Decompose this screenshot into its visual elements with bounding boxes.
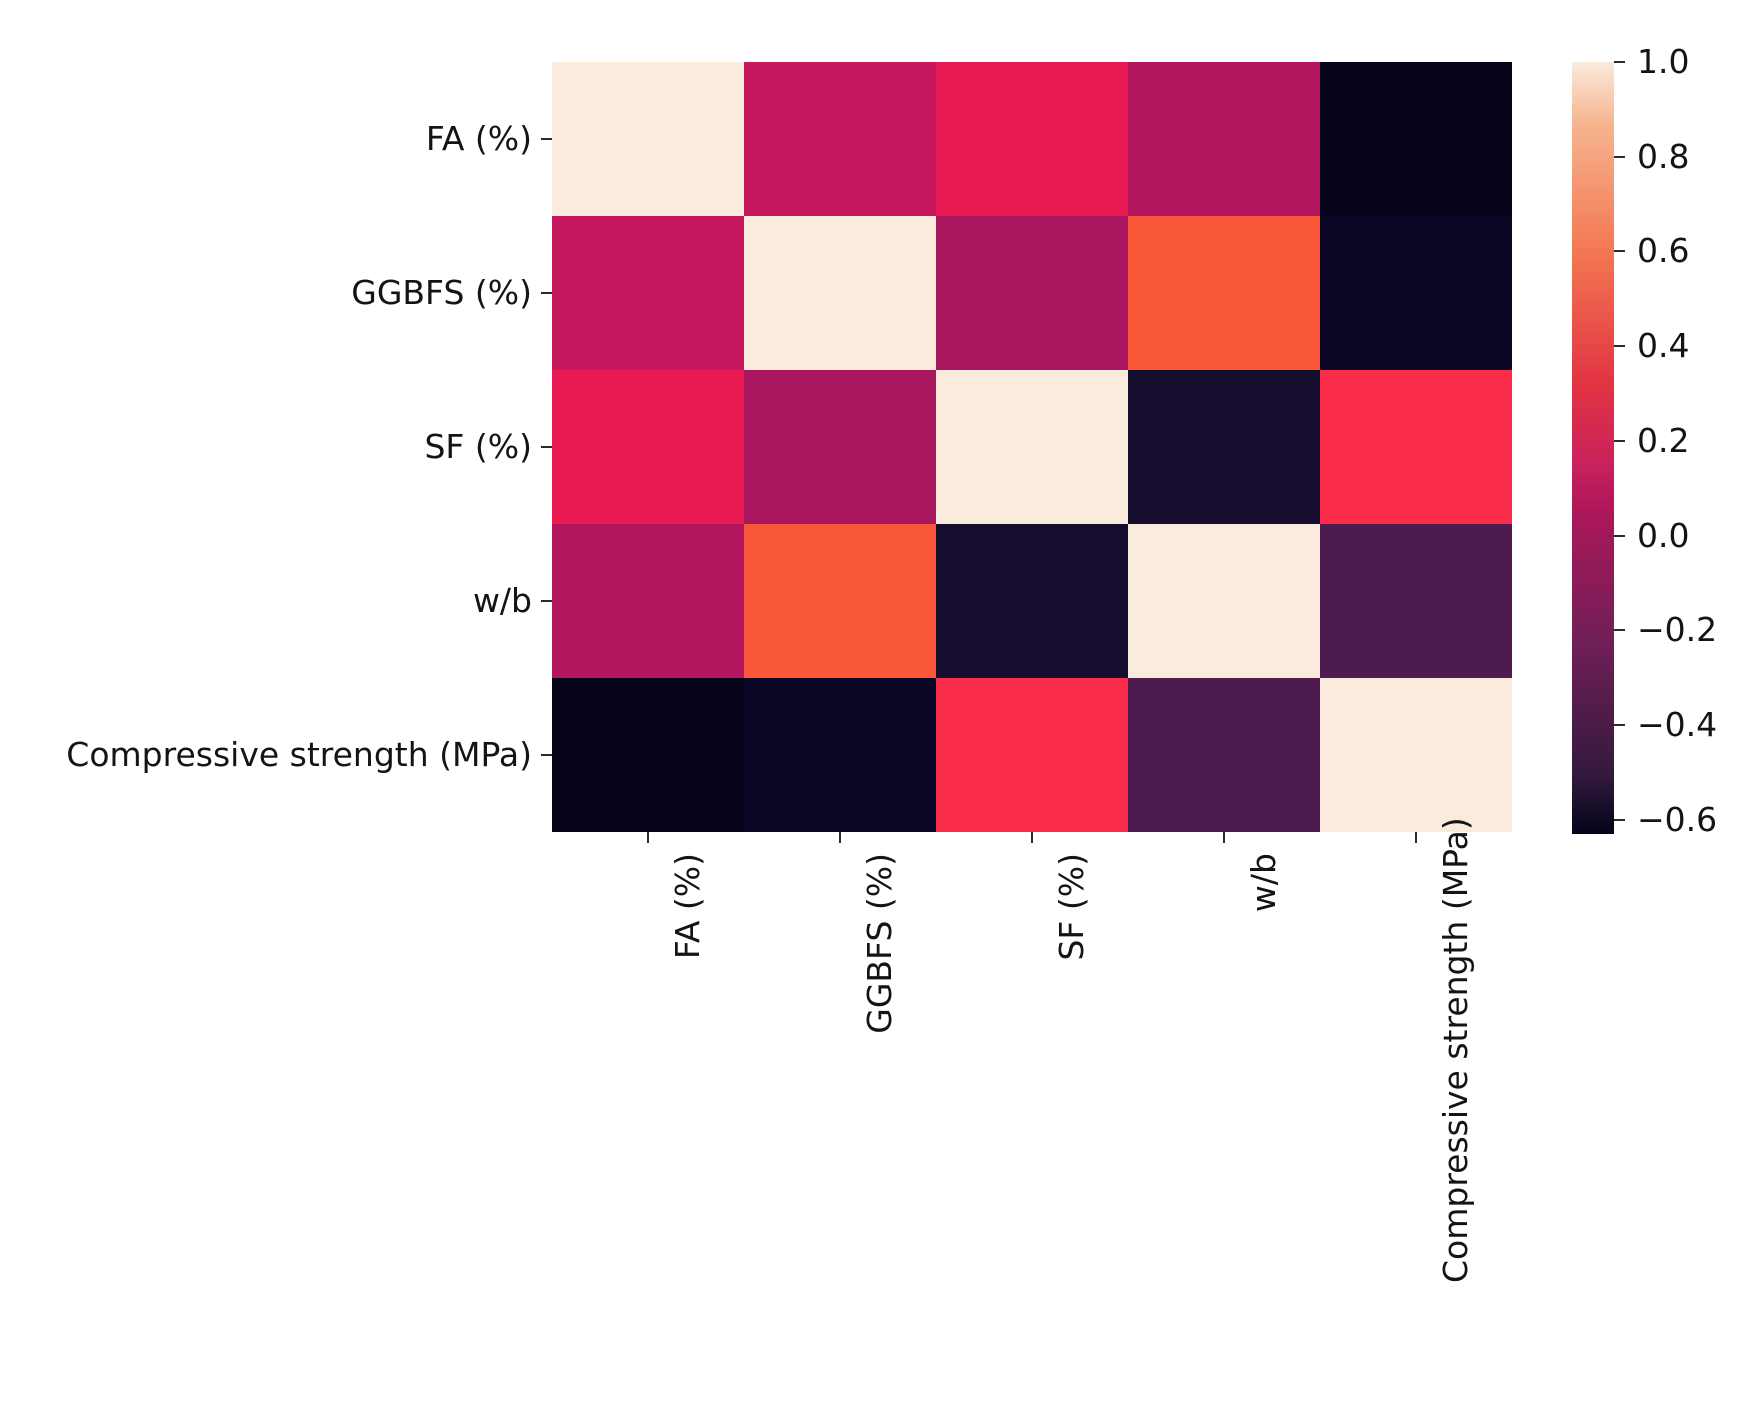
x-tick-label: SF (%) (1052, 853, 1091, 961)
x-tick-mark (1031, 832, 1033, 843)
heatmap-cell: 1 (936, 370, 1128, 524)
heatmap-cell: 0.17 (744, 62, 936, 216)
colorbar-tick-label: 0.4 (1637, 326, 1690, 366)
heatmap-cell: 0.52 (1128, 216, 1320, 370)
colorbar-tick-label: 0.0 (1637, 515, 1690, 555)
heatmap-cell: 0.17 (552, 216, 744, 370)
heatmap-cell: 0.38 (936, 678, 1128, 832)
colorbar-tick-label: −0.4 (1637, 705, 1718, 745)
heatmap-cell: -0.3 (1320, 524, 1512, 678)
y-tick-mark (541, 446, 552, 448)
colorbar-tick-mark (1614, 818, 1625, 821)
colorbar-tick-mark (1614, 345, 1625, 348)
heatmap-cell: 1 (1320, 678, 1512, 832)
x-tick-mark (1223, 832, 1225, 843)
x-tick-label: w/b (1244, 853, 1283, 913)
heatmap-cell: 1 (552, 62, 744, 216)
y-tick-mark (541, 292, 552, 294)
colorbar-tick-label: −0.2 (1637, 610, 1718, 650)
colorbar-tick-mark (1614, 724, 1625, 727)
colorbar-gradient (1572, 62, 1614, 834)
heatmap-cell: -0.3 (1128, 678, 1320, 832)
x-tick-mark (647, 832, 649, 843)
y-tick-label: FA (%) (425, 119, 532, 158)
heatmap-cell: 0.38 (1320, 370, 1512, 524)
heatmap-cell: -0.52 (936, 524, 1128, 678)
heatmap-cell: -0.52 (1128, 370, 1320, 524)
heatmap-cell: 0.04 (744, 370, 936, 524)
x-tick-mark (839, 832, 841, 843)
colorbar-tick-label: 0.6 (1637, 231, 1690, 271)
colorbar-tick-mark (1614, 250, 1625, 253)
y-tick-mark (541, 754, 552, 756)
colorbar-tick-mark (1614, 439, 1625, 442)
colorbar-tick-mark (1614, 61, 1625, 63)
colorbar-tick-mark (1614, 155, 1625, 158)
heatmap-cell: 0.3 (936, 62, 1128, 216)
y-tick-label: GGBFS (%) (351, 273, 532, 312)
heatmap-cell: -0.63 (1320, 62, 1512, 216)
x-tick-label: FA (%) (668, 853, 707, 960)
y-tick-label: Compressive strength (MPa) (66, 735, 532, 774)
colorbar-tick-label: −0.6 (1637, 799, 1718, 839)
x-tick-label: GGBFS (%) (860, 853, 899, 1034)
colorbar-tick-mark (1614, 629, 1625, 632)
colorbar-tick-label: 1.0 (1637, 42, 1690, 81)
heatmap-cell: 0.04 (936, 216, 1128, 370)
heatmap-cell: 1 (1128, 524, 1320, 678)
y-tick-mark (541, 138, 552, 140)
heatmap-cell: 0.06 (552, 524, 744, 678)
heatmap-cell: 0.3 (552, 370, 744, 524)
heatmap-cell: 0.06 (1128, 62, 1320, 216)
x-tick-label: Compressive strength (MPa) (1436, 817, 1475, 1283)
x-tick-mark (1415, 832, 1417, 843)
heatmap-cell: 0.52 (744, 524, 936, 678)
colorbar-tick-label: 0.8 (1637, 136, 1690, 176)
heatmap-cell: -0.57 (1320, 216, 1512, 370)
y-tick-mark (541, 600, 552, 602)
y-tick-label: SF (%) (424, 427, 532, 466)
heatmap-cell: 1 (744, 216, 936, 370)
colorbar-tick-mark (1614, 534, 1625, 537)
heatmap-cell: -0.63 (552, 678, 744, 832)
heatmap-cell: -0.57 (744, 678, 936, 832)
colorbar-tick-label: 0.2 (1637, 420, 1690, 460)
y-tick-label: w/b (472, 581, 532, 620)
